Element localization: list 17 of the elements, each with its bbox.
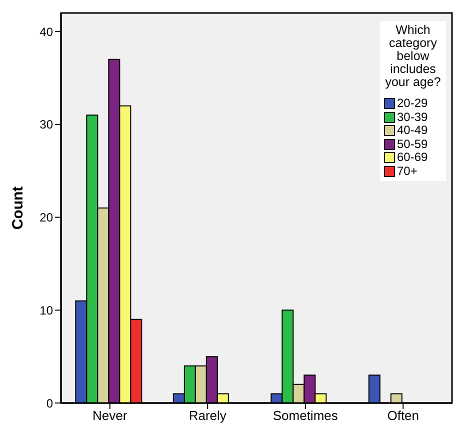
y-tick-label: 20 <box>40 210 54 225</box>
x-tick-label: Often <box>387 408 420 424</box>
legend-label: 70+ <box>397 164 418 178</box>
y-tick-label: 10 <box>40 303 54 318</box>
legend-label: 50-59 <box>397 136 428 151</box>
y-tick-label: 30 <box>40 118 54 132</box>
legend-label: 40-49 <box>397 123 428 138</box>
x-tick-label: Never <box>92 408 128 424</box>
legend-label: 60-69 <box>397 150 428 164</box>
legend-title: Which category below includes your age? <box>384 23 442 89</box>
y-tick-label: 0 <box>46 396 54 410</box>
y-tick-label: 40 <box>40 24 54 39</box>
x-tick-label: Sometimes <box>272 408 338 424</box>
x-tick-label: Rarely <box>188 408 227 424</box>
legend-label: 30-39 <box>397 110 428 124</box>
y-axis-title: Count <box>9 186 26 230</box>
legend-label: 20-29 <box>397 96 428 110</box>
